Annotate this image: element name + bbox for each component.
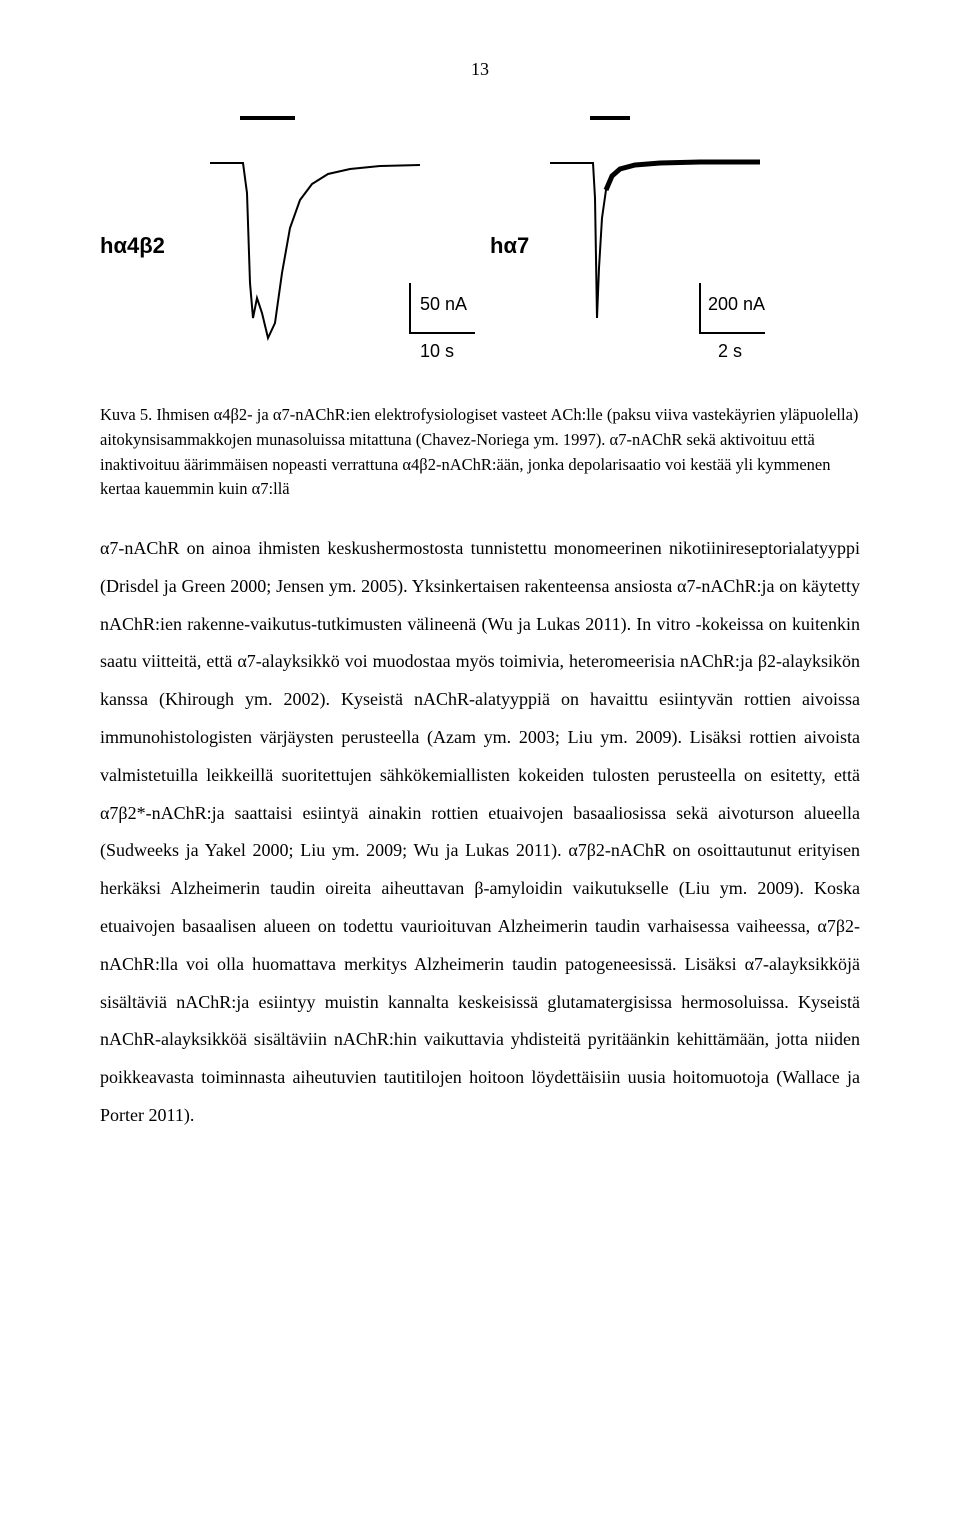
scale-left-y: 50 nA — [420, 286, 467, 324]
figure-caption: Kuva 5. Ihmisen α4β2- ja α7-nAChR:ien el… — [100, 403, 860, 502]
trace-svg — [100, 108, 860, 378]
figure-electrophysiology-traces: hα4β2 hα7 50 nA 10 s 200 nA 2 s — [100, 108, 860, 378]
label-ha7: hα7 — [490, 223, 529, 269]
body-paragraph: α7-nAChR on ainoa ihmisten keskushermost… — [100, 530, 860, 1135]
label-ha4b2: hα4β2 — [100, 223, 165, 269]
scale-left-x: 10 s — [420, 333, 454, 371]
page-number: 13 — [100, 60, 860, 78]
scale-right-x: 2 s — [718, 333, 742, 371]
scale-right-y: 200 nA — [708, 286, 765, 324]
